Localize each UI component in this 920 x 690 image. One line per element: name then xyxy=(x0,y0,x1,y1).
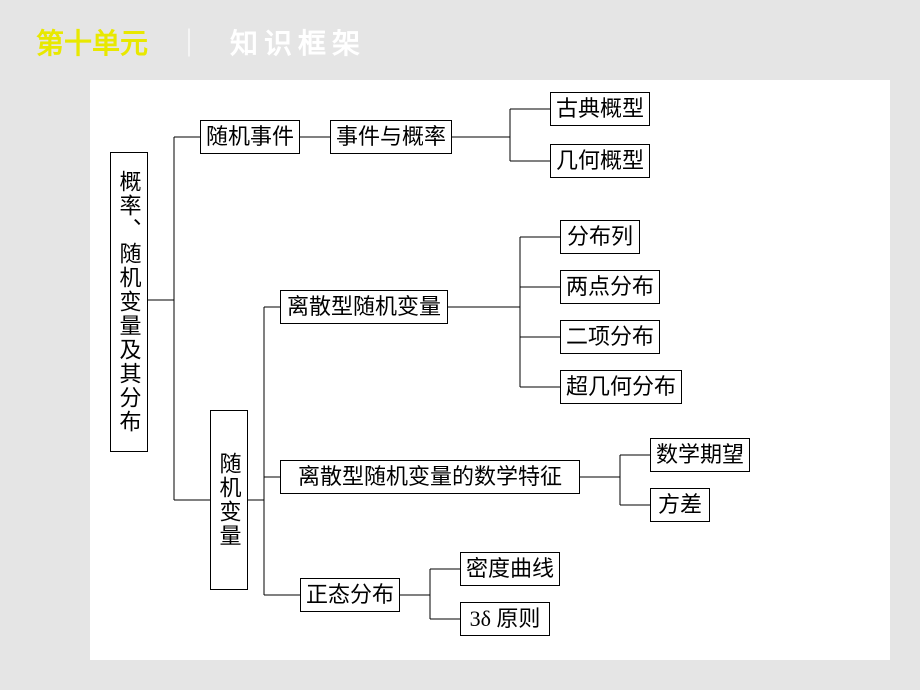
node-three_sigma: 3δ 原则 xyxy=(460,602,550,636)
node-density: 密度曲线 xyxy=(460,552,560,586)
node-event_prob: 事件与概率 xyxy=(330,120,452,154)
node-expectation: 数学期望 xyxy=(650,438,750,472)
node-variance: 方差 xyxy=(650,488,710,522)
header-unit: 第十单元 xyxy=(36,29,148,60)
node-dist_list: 分布列 xyxy=(560,220,640,254)
node-rand_event: 随机事件 xyxy=(200,120,300,154)
node-classical: 古典概型 xyxy=(550,92,650,126)
node-root: 概率、随机变量及其分布 xyxy=(110,152,148,452)
header: 第十单元 ｜ 知识框架 xyxy=(36,22,366,62)
header-separator: ｜ xyxy=(175,29,203,60)
page: 第十单元 ｜ 知识框架 概率、随机变量及其分布 随机事件随机变量 事件与概率 古典概型… xyxy=(0,0,920,690)
node-binomial: 二项分布 xyxy=(560,320,660,354)
header-subtitle: 知识框架 xyxy=(230,29,366,60)
node-rand_var: 随机变量 xyxy=(210,410,248,590)
node-math_feat: 离散型随机变量的数学特征 xyxy=(280,460,580,494)
node-discrete_rv: 离散型随机变量 xyxy=(280,290,448,324)
diagram-panel: 概率、随机变量及其分布 随机事件随机变量 事件与概率 古典概型几何概型离散型随机变量 分… xyxy=(90,80,890,660)
node-hypergeo: 超几何分布 xyxy=(560,370,682,404)
node-two_point: 两点分布 xyxy=(560,270,660,304)
node-normal: 正态分布 xyxy=(300,578,400,612)
node-geometric: 几何概型 xyxy=(550,144,650,178)
